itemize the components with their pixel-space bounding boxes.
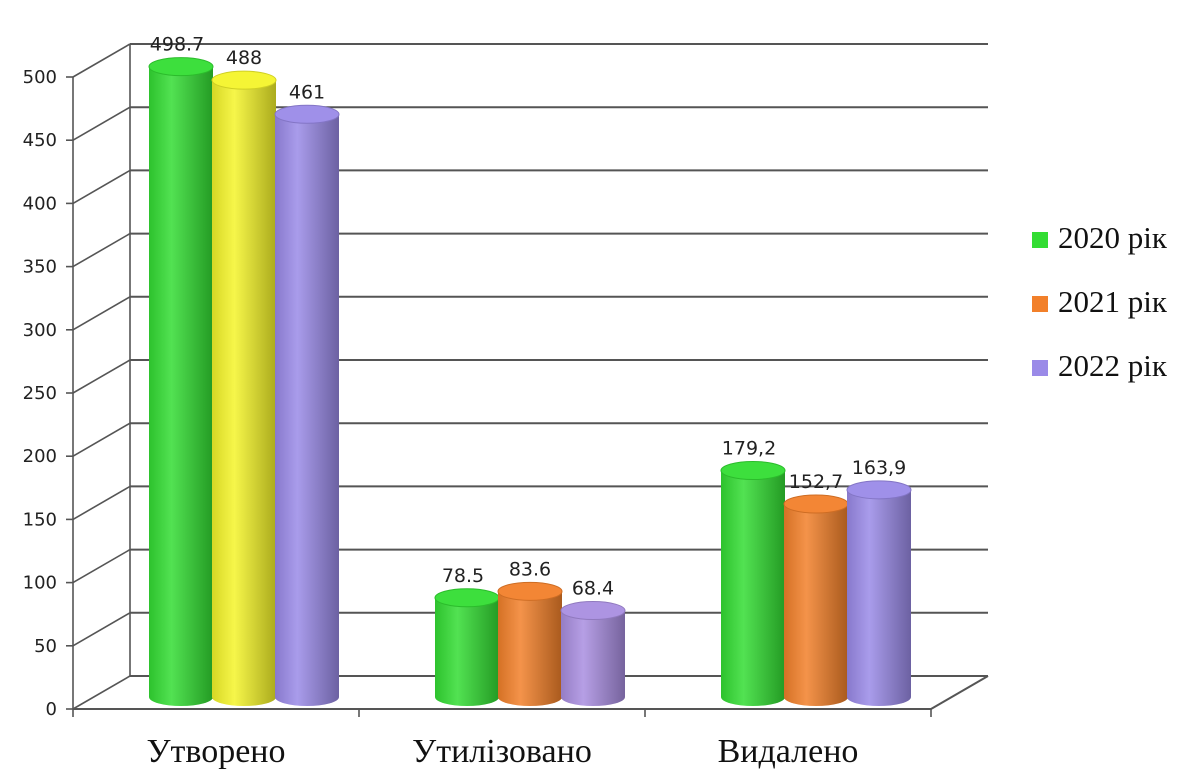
y-tick-label: 400 — [23, 193, 57, 214]
y-tick-label: 0 — [46, 699, 57, 720]
legend-label: 2021 рік — [1058, 284, 1168, 319]
bar — [497, 581, 563, 706]
data-label: 78.5 — [442, 565, 484, 587]
data-label: 152,7 — [789, 471, 843, 493]
bar-body — [435, 597, 499, 706]
bar-body — [149, 66, 213, 707]
bar-top — [783, 494, 849, 514]
y-tick-label: 100 — [23, 573, 57, 594]
bar — [434, 588, 500, 706]
legend-swatch — [1032, 296, 1048, 312]
grid-diagonal — [72, 359, 131, 394]
bar-top — [434, 588, 500, 608]
bar-body — [784, 503, 848, 706]
y-tick-label: 150 — [23, 509, 57, 530]
y-tick-label: 50 — [34, 636, 57, 657]
grid-diagonal — [72, 675, 131, 710]
bar-top — [274, 104, 340, 124]
data-label: 461 — [289, 81, 325, 103]
bar-body — [275, 114, 339, 706]
bar-body — [561, 610, 625, 706]
bar-top — [560, 601, 626, 621]
x-tick-label: Видалено — [718, 733, 859, 769]
grid-diagonal — [72, 612, 131, 647]
bar-top — [720, 460, 786, 480]
x-tick-label: Утилізовано — [412, 733, 592, 769]
grid-diagonal — [72, 296, 131, 331]
data-label: 488 — [226, 47, 262, 69]
legend-swatch — [1032, 232, 1048, 248]
data-label: 83.6 — [509, 558, 551, 580]
bar — [211, 70, 277, 707]
bar — [783, 494, 849, 706]
data-label: 163,9 — [852, 457, 906, 479]
bar-body — [498, 591, 562, 706]
legend-label: 2020 рік — [1058, 220, 1168, 255]
chart-legend: 2020 рік 2021 рік 2022 рік — [1032, 220, 1168, 383]
bar — [560, 601, 626, 706]
legend-swatch — [1032, 360, 1048, 376]
chart-bars: 498.7 488 461 78.5 83.6 68.4 179,2 152,7 163,9 — [148, 34, 912, 707]
y-tick-label: 450 — [23, 130, 57, 151]
bar-body — [847, 489, 911, 706]
y-tick-label: 200 — [23, 446, 57, 467]
y-tick-label: 300 — [23, 320, 57, 341]
grid-diagonal — [72, 485, 131, 521]
bar-body — [721, 470, 785, 706]
x-axis-labels: Утворено Утилізовано Видалено — [146, 733, 858, 769]
bar-top — [211, 70, 277, 90]
bar — [720, 460, 786, 706]
y-tick-label: 350 — [23, 257, 57, 278]
grid-diagonal — [72, 232, 131, 268]
bar-body — [212, 80, 276, 707]
grid-diagonal — [72, 43, 131, 78]
bar-top — [148, 57, 214, 77]
floor-right-edge — [930, 675, 989, 710]
data-label: 498.7 — [150, 34, 204, 56]
legend-label: 2022 рік — [1058, 348, 1168, 383]
bar — [274, 104, 340, 706]
bar — [148, 57, 214, 707]
x-tick-label: Утворено — [146, 733, 285, 769]
bar-top — [846, 480, 912, 500]
bar-top — [497, 581, 563, 601]
bar — [846, 480, 912, 706]
grid-diagonal — [72, 169, 131, 205]
y-axis-ticks: 0 50 100 150 200 250 300 350 400 450 500 — [23, 67, 73, 720]
data-label: 68.4 — [572, 578, 614, 600]
grid-diagonal — [72, 422, 131, 457]
y-tick-label: 250 — [23, 383, 57, 404]
y-tick-label: 500 — [23, 67, 57, 88]
data-label: 179,2 — [722, 437, 776, 459]
grid-diagonal — [72, 106, 131, 141]
grid-diagonal — [72, 548, 131, 584]
